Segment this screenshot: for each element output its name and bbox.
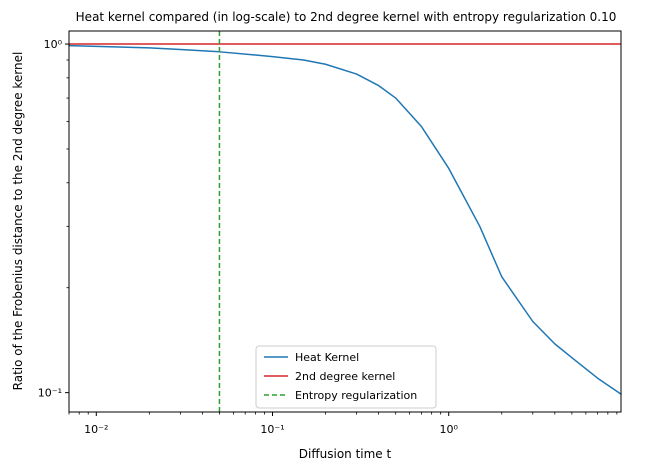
x-tick-label: 10⁰: [440, 423, 459, 436]
legend-items: Heat Kernel 2nd degree kernel Entropy regu…: [264, 351, 417, 402]
x-tick-label: 10⁻²: [84, 423, 108, 436]
legend-label: Heat Kernel: [295, 351, 359, 364]
legend: Heat Kernel 2nd degree kernel Entropy regu…: [255, 345, 437, 409]
legend-label: 2nd degree kernel: [295, 370, 395, 383]
y-axis-label: Ratio of the Frobenius distance to the 2…: [11, 52, 25, 391]
y-tick-label: 10⁻¹: [38, 387, 62, 400]
legend-label: Entropy regularization: [295, 389, 417, 402]
plot-frame: [68, 30, 622, 413]
y-tick-label: 10⁰: [44, 38, 63, 51]
x-axis-label: Diffusion time t: [299, 447, 392, 461]
axes: 10⁻² 10⁻¹ 10⁰ 10⁻¹ 10⁰: [38, 38, 618, 436]
chart-title: Heat kernel compared (in log-scale) to 2…: [76, 10, 617, 24]
x-tick-label: 10⁻¹: [260, 423, 284, 436]
legend-box: [255, 345, 437, 409]
plot-area: [68, 31, 622, 412]
series-line-heat-kernel: [68, 44, 622, 395]
